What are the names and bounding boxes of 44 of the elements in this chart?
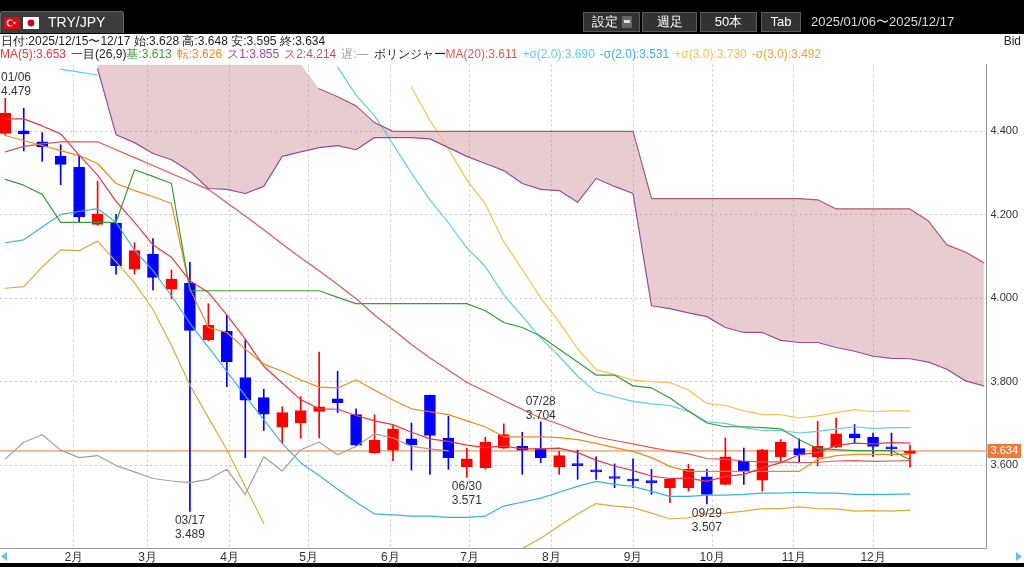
text: MA(5):3.653 bbox=[0, 47, 67, 61]
x-tick-label: 11月 bbox=[781, 550, 807, 565]
text: +σ(2.0):3.690 bbox=[522, 47, 595, 61]
button: 週足 bbox=[642, 12, 697, 32]
x-tick-label: 8月 bbox=[541, 550, 561, 565]
chart-title: TRY/JPY bbox=[48, 14, 106, 30]
y-tick-label: 4.400 bbox=[990, 124, 1018, 137]
y-tick-label: 4.200 bbox=[990, 207, 1018, 220]
x-tick-label: 5月 bbox=[299, 550, 318, 565]
x-tick-label: 6月 bbox=[381, 550, 400, 565]
text: 一目(26,9) bbox=[71, 47, 127, 61]
text: Bid bbox=[1003, 34, 1021, 48]
annotation: 03/17 3.489 bbox=[174, 513, 206, 542]
chart-subtitle: 日付:2025/12/15〜12/17 始:3.628 高:3.648 安:3.595 終:3.634 bbox=[1, 34, 326, 48]
x-tick-label: 4月 bbox=[220, 550, 239, 565]
button: 50本 bbox=[700, 12, 757, 32]
x-tick-label: 9月 bbox=[623, 550, 643, 565]
text: 基:3.613 bbox=[126, 47, 172, 61]
text: ス2:4.214 bbox=[284, 47, 337, 61]
candlestick bbox=[590, 456, 602, 480]
candlestick bbox=[184, 262, 196, 512]
x-tick-label: 12月 bbox=[860, 550, 886, 565]
y-tick-label: 4.000 bbox=[990, 291, 1018, 304]
x-tick-label: 7月 bbox=[460, 550, 479, 565]
y-tick-label: 3.800 bbox=[990, 374, 1018, 387]
text: MA(20):3.611 bbox=[445, 47, 518, 61]
text: -σ(3.0):3.492 bbox=[751, 47, 822, 61]
annotation: 06/30 3.571 bbox=[451, 479, 483, 508]
text: 遅:— bbox=[341, 47, 369, 61]
ref-line-label: 3.634 bbox=[990, 444, 1018, 457]
text: +σ(3.0):3.730 bbox=[674, 47, 747, 61]
text: 転:3.626 bbox=[176, 47, 223, 61]
x-tick-label: 3月 bbox=[138, 550, 158, 565]
x-tick-label: 10月 bbox=[699, 550, 725, 565]
button: 設定 bbox=[583, 12, 640, 32]
text: ス1:3.855 bbox=[227, 47, 280, 61]
text: 2025/01/06〜2025/12/17 bbox=[811, 14, 955, 30]
text: ボリンジャー bbox=[373, 47, 446, 61]
candlestick bbox=[239, 340, 252, 458]
y-tick-label: 3.600 bbox=[990, 458, 1018, 471]
text: -σ(2.0):3.531 bbox=[599, 47, 670, 61]
annotation: 01/06 4.479 bbox=[1, 70, 32, 99]
x-tick-label: 2月 bbox=[64, 550, 84, 565]
button: Tab bbox=[761, 12, 801, 32]
